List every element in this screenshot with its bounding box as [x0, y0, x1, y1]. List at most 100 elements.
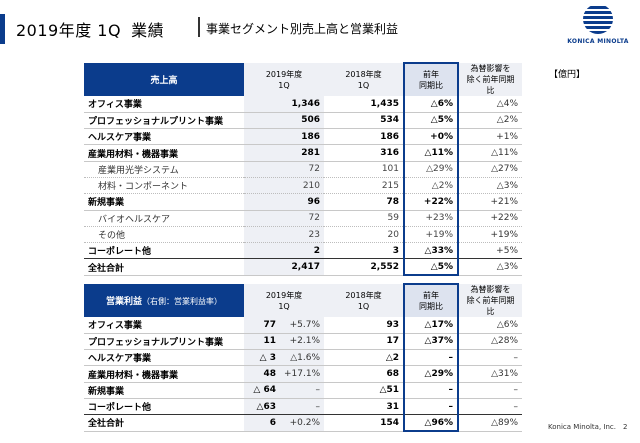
op-row-label: オフィス事業	[84, 317, 244, 334]
op-row: プロフェッショナルプリント事業 11 +2.1% 17 △37% △28%	[84, 333, 523, 351]
sales-row-yoy: △2%	[403, 177, 459, 195]
sales-row-prev: 101	[324, 161, 404, 178]
op-header-note: （右側：営業利益率）	[142, 297, 222, 306]
op-row-rate: +2.1%	[280, 333, 325, 351]
sales-row: バイオヘルスケア 72 59 +23% +22%	[84, 210, 522, 227]
sales-row-label: オフィス事業	[84, 96, 244, 113]
sales-row-label: 産業用光学システム	[84, 161, 244, 178]
sales-row: コーポレート他 2 3 △33% +5%	[84, 242, 522, 260]
op-row-rate: –	[280, 398, 325, 416]
sales-row-cur: 23	[244, 226, 324, 244]
sales-row-prev: 20	[324, 226, 404, 244]
sales-row-yoy: △11%	[403, 144, 459, 162]
op-row-prev: 154	[324, 414, 405, 432]
op-row-prev: 93	[324, 317, 405, 334]
sales-row-cur: 281	[244, 144, 324, 162]
sales-row-prev: 1,435	[324, 96, 404, 113]
op-row-fx: –	[458, 382, 523, 399]
title-results: 業績	[131, 21, 165, 40]
op-header-title: 営業利益	[105, 297, 142, 307]
sales-row: 産業用光学システム 72 101 △29% △27%	[84, 161, 522, 178]
op-row-yoy: –	[403, 349, 460, 367]
sales-row-prev: 186	[324, 128, 404, 146]
op-row-fx: –	[458, 398, 523, 416]
sales-row-yoy: △5%	[403, 112, 459, 130]
footer-company: Konica Minolta, Inc.	[548, 423, 616, 431]
op-row-fx: –	[458, 349, 523, 367]
slide-subtitle: 事業セグメント別売上高と営業利益	[206, 22, 399, 36]
company-logo: KONICA MINOLTA	[566, 4, 630, 54]
sales-row-yoy: +22%	[403, 193, 459, 211]
sales-row-label: 材料・コンポーネント	[84, 177, 244, 195]
sales-row-label: 産業用材料・機器事業	[84, 144, 244, 162]
logo-text: KONICA MINOLTA	[567, 38, 629, 45]
sales-row-label: 全社合計	[84, 258, 244, 276]
op-row: オフィス事業 77 +5.7% 93 △17% △6%	[84, 317, 523, 334]
op-row-cur: △63	[244, 398, 280, 416]
sales-row-fx: +19%	[458, 226, 522, 244]
sales-row-yoy: △29%	[403, 161, 459, 178]
sales-row-cur: 186	[244, 128, 324, 146]
op-row: 全社合計 6 +0.2% 154 △96% △89%	[84, 414, 523, 433]
slide-header: 2019年度 1Q 業績 事業セグメント別売上高と営業利益	[0, 0, 640, 56]
sales-row-label: コーポレート他	[84, 242, 244, 260]
sales-row-label: 新規事業	[84, 193, 244, 211]
op-row-yoy: △29%	[403, 365, 460, 383]
op-row-label: コーポレート他	[84, 398, 244, 416]
konica-minolta-globe-icon	[583, 4, 613, 34]
sales-row-cur: 506	[244, 112, 324, 130]
sales-row-fx: △3%	[458, 177, 522, 195]
op-row-cur: △ 64	[244, 382, 280, 399]
sales-row: オフィス事業 1,346 1,435 △6% △4%	[84, 96, 522, 113]
sales-row: 材料・コンポーネント 210 215 △2% △3%	[84, 177, 522, 195]
op-row-prev: 17	[324, 333, 405, 351]
sales-row-label: プロフェッショナルプリント事業	[84, 112, 244, 130]
sales-row-label: その他	[84, 226, 244, 244]
sales-row-cur: 72	[244, 210, 324, 227]
op-row-cur: 48	[244, 365, 280, 383]
sales-row-prev: 316	[324, 144, 404, 162]
sales-row-fx: △11%	[458, 144, 522, 162]
op-row-prev: △2	[324, 349, 405, 367]
sales-row-prev: 3	[324, 242, 404, 260]
op-row-label: 全社合計	[84, 414, 244, 432]
op-row-rate: +17.1%	[280, 365, 325, 383]
sales-row-yoy: △6%	[403, 96, 459, 113]
op-row-prev: 68	[324, 365, 405, 383]
sales-row: 新規事業 96 78 +22% +21%	[84, 193, 522, 211]
title-period: 2019年度 1Q	[16, 21, 122, 40]
sales-row: 全社合計 2,417 2,552 △5% △3%	[84, 258, 522, 277]
op-col-fx: 為替影響を 除く前年同期比	[458, 284, 523, 317]
op-row-cur: 77	[244, 317, 280, 334]
op-row-label: 新規事業	[84, 382, 244, 399]
op-row-yoy: –	[403, 398, 460, 416]
op-row-fx: △31%	[458, 365, 523, 383]
sales-row-cur: 2	[244, 242, 324, 260]
op-row-fx: △6%	[458, 317, 523, 334]
sales-row-fx: +21%	[458, 193, 522, 211]
sales-row-yoy: +0%	[403, 128, 459, 146]
sales-row-fx: +5%	[458, 242, 522, 260]
sales-row: ヘルスケア事業 186 186 +0% +1%	[84, 128, 522, 146]
sales-header-label: 売上高	[84, 63, 244, 96]
op-row-yoy: –	[403, 382, 460, 399]
sales-col-cur: 2019年度 1Q	[244, 63, 324, 96]
sales-row-fx: △4%	[458, 96, 522, 113]
sales-row-cur: 210	[244, 177, 324, 195]
op-row-yoy: △17%	[403, 317, 460, 334]
sales-row-fx: △2%	[458, 112, 522, 130]
title-accent-bar	[0, 14, 5, 44]
op-row-fx: △89%	[458, 414, 523, 432]
op-row-cur: 6	[244, 414, 280, 432]
sales-row-cur: 1,346	[244, 96, 324, 113]
op-row-prev: △51	[324, 382, 405, 399]
title-separator	[198, 17, 200, 37]
sales-row: プロフェッショナルプリント事業 506 534 △5% △2%	[84, 112, 522, 130]
op-row: コーポレート他 △63–31– –	[84, 398, 523, 416]
op-row: 産業用材料・機器事業 48 +17.1% 68 △29% △31%	[84, 365, 523, 383]
sales-row-prev: 78	[324, 193, 404, 211]
sales-row-prev: 215	[324, 177, 404, 195]
sales-row-fx: △3%	[458, 258, 522, 276]
sales-col-fx: 為替影響を 除く前年同期比	[458, 63, 522, 96]
sales-row-prev: 2,552	[324, 258, 404, 276]
